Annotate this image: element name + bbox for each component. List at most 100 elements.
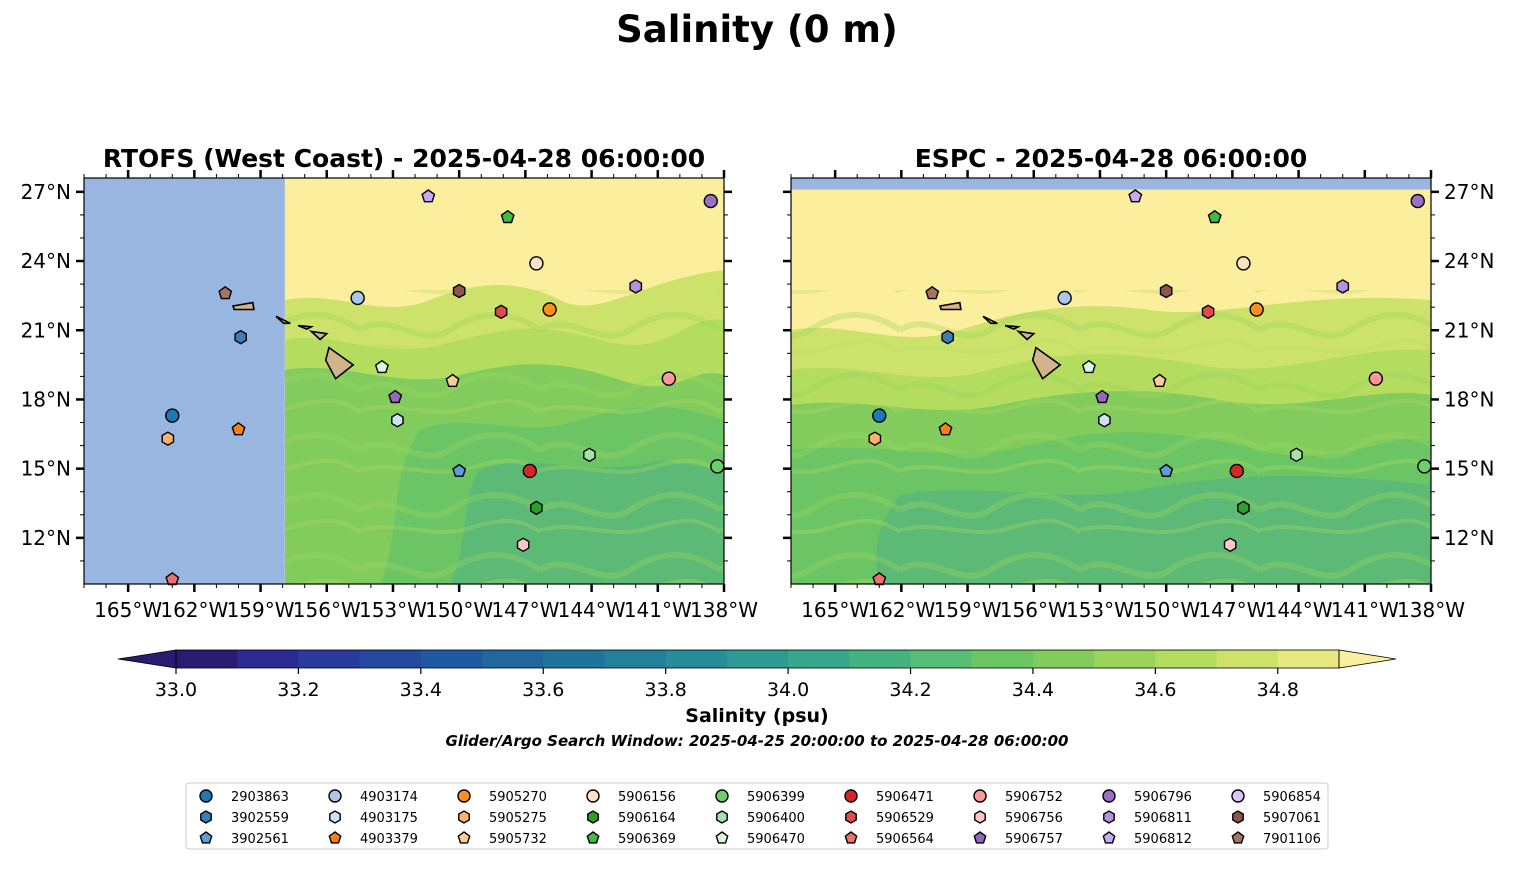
float-5906470 [1081,359,1096,374]
eddy-texture [285,290,724,584]
lat-tick-label: 15°N [21,457,71,481]
legend-marker-5906812 [1102,831,1116,844]
axes-frame [83,177,725,585]
float-5906756 [516,537,530,553]
lon-tick-label: 150°W [1132,598,1200,622]
colorbar-segment [1155,650,1218,668]
lon-tick-label: 153°W [359,598,427,622]
colorbar-extend-low [117,649,177,669]
colorbar-segment [1216,650,1279,668]
legend-marker-5906564 [844,831,858,844]
figure-title: Salinity (0 m) [616,8,898,51]
no-data-region [84,178,285,584]
island-3 [308,330,329,341]
search-window-note: Glider/Argo Search Window: 2025-04-25 20… [446,732,1069,750]
colorbar-tick-label: 33.6 [522,679,564,701]
island-2 [297,324,315,330]
lon-tick-label: 162°W [160,598,228,622]
island-0 [231,301,255,311]
axis-ticks-espc: 165°W162°W159°W156°W153°W150°W147°W144°W… [783,170,1494,622]
island-4 [324,346,355,380]
float-5906399 [710,459,725,474]
float-5906369 [1207,209,1222,224]
legend-marker-5906756 [974,810,986,824]
lat-tick-label: 24°N [21,249,71,273]
colorbar-segment [176,650,238,668]
legend-marker-2903863 [199,789,213,803]
float-5906756 [1223,537,1237,553]
legend-label: 3902559 [231,811,289,826]
colorbar-tick-label: 34.6 [1134,679,1176,701]
float-5905275 [868,431,882,447]
legend-marker-5906811 [1103,810,1115,824]
legend-label: 5906164 [618,811,676,826]
colorbar-segment [849,650,912,668]
legend-label: 5906812 [1134,832,1192,847]
colorbar-extend-high [1338,649,1397,669]
float-5906811 [1336,279,1350,294]
island-2 [1004,324,1022,330]
lon-tick-label: 138°W [1397,598,1465,622]
lon-tick-label: 159°W [227,598,295,622]
panel-espc: ESPC - 2025-04-28 06:00:00 165°W162°W159… [783,144,1494,622]
float-5906812 [421,189,436,203]
lat-tick-label: 18°N [21,387,71,411]
colorbar-tick-label: 34.4 [1012,679,1054,701]
legend-label: 5906529 [876,811,934,826]
colorbar-tick-label: 33.8 [645,679,687,701]
island-4 [1031,346,1062,380]
float-4903379 [938,422,953,436]
colorbar-label: Salinity (psu) [685,705,828,727]
float-5906757 [388,389,403,404]
legend-marker-5906164 [587,810,599,824]
legend-marker-4903175 [329,810,341,824]
float-4903174 [1057,290,1072,306]
legend-marker-5905275 [458,810,470,824]
legend-label: 5906757 [1005,832,1063,847]
float-5906529 [494,304,508,320]
legend-marker-3902561 [199,831,213,844]
lon-tick-label: 144°W [1265,598,1333,622]
float-5905732 [1152,373,1167,387]
legend-marker-5906470 [715,831,729,844]
colorbar-segment [1277,650,1340,668]
lon-tick-label: 141°W [1331,598,1399,622]
legend-label: 5907061 [1263,811,1321,826]
panel-title-espc: ESPC - 2025-04-28 06:00:00 [915,144,1308,173]
legend-label: 5905732 [489,832,547,847]
legend-label: 2903863 [231,790,289,805]
island-1 [982,315,998,325]
float-4903175 [391,412,404,428]
legend-marker-4903379 [328,831,342,844]
lon-tick-label: 147°W [1198,598,1266,622]
float-3902561 [1159,463,1174,477]
float-5906164 [1237,500,1250,516]
lon-tick-label: 165°W [801,598,869,622]
colorbar-segment [910,650,973,668]
colorbar-segment [420,650,483,668]
float-5906399 [1417,459,1432,474]
axis-ticks-rtofs: 165°W162°W159°W156°W153°W150°W147°W144°W… [21,170,758,622]
float-5906796 [703,193,718,209]
hawaiian-islands [231,301,355,380]
float-5906470 [374,359,389,374]
float-4903175 [1098,412,1111,428]
float-5906400 [583,447,596,463]
float-5905275 [161,431,175,447]
lon-tick-label: 141°W [624,598,692,622]
eddy-texture [791,290,1431,584]
colorbar-tick-label: 33.4 [400,679,442,701]
colorbar-segment [788,650,850,668]
float-5906156 [529,256,544,271]
legend-label: 4903175 [360,811,418,826]
legend-label: 5906796 [1134,790,1192,805]
lat-tick-label: 27°N [1444,180,1494,204]
legend-marker-5906752 [973,789,987,803]
float-5906811 [629,279,643,294]
lat-tick-label: 21°N [1444,318,1494,342]
colorbar-tick-label: 34.8 [1257,679,1299,701]
colorbar-segment [1032,650,1095,668]
salinity-field-espc [791,178,1431,584]
legend-label: 5905270 [489,790,547,805]
